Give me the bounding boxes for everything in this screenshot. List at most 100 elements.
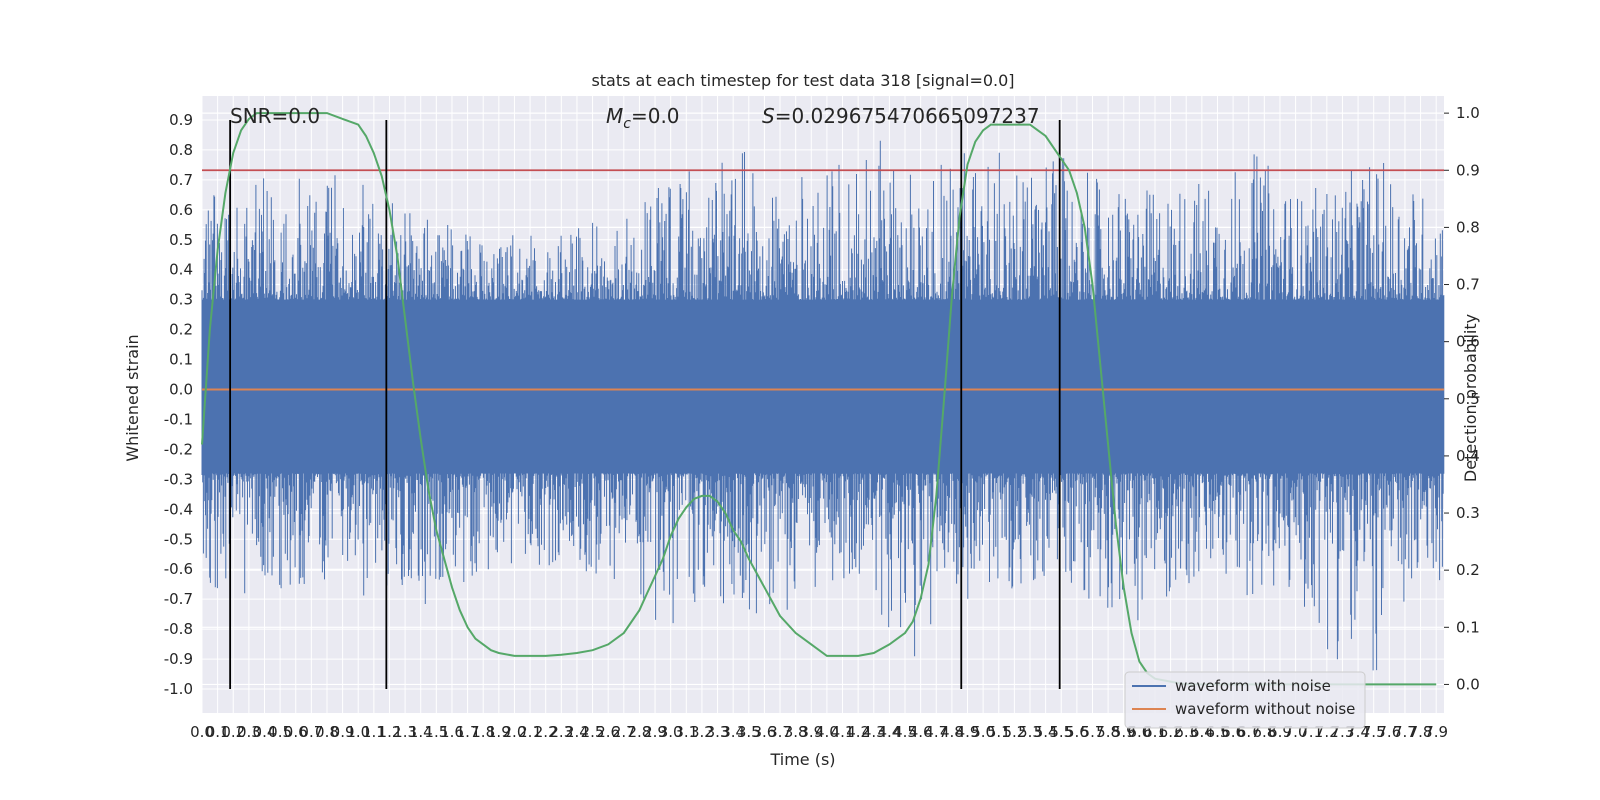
y2-tick-label: 0.6 (1456, 333, 1480, 351)
x-tick-label: 7.7 (1393, 723, 1417, 741)
x-tick-label: 2.6 (596, 723, 620, 741)
x-tick-label: 5.6 (1065, 723, 1089, 741)
y-tick-label: 0.7 (169, 171, 193, 189)
x-tick-label: 2.4 (565, 723, 589, 741)
y2-tick-label: 0.9 (1456, 161, 1480, 179)
x-tick-label: 5.4 (1034, 723, 1058, 741)
x-tick-label: 1.3 (393, 723, 417, 741)
y2-tick-label: 0.4 (1456, 447, 1480, 465)
legend-label-waveform-without-noise: waveform without noise (1175, 700, 1355, 718)
annotation-mc-value: =0.0 (631, 104, 680, 128)
x-tick-label: 0.8 (315, 723, 339, 741)
y2-axis-label: Detection probability (1461, 314, 1480, 482)
y-tick-label: -0.9 (164, 650, 193, 668)
x-tick-label: 2.0 (503, 723, 527, 741)
x-tick-label: 7.9 (1424, 723, 1448, 741)
y-tick-label: 0.4 (169, 261, 193, 279)
x-tick-label: 3.5 (737, 723, 761, 741)
x-tick-label: 3.2 (690, 723, 714, 741)
x-tick-label: 1.7 (456, 723, 480, 741)
x-tick-label: 4.7 (924, 723, 948, 741)
annotation-s-value: =0.029675470665097237 (775, 104, 1040, 128)
annotation-snr: SNR=0.0 (230, 104, 320, 128)
x-tick-label: 3.6 (752, 723, 776, 741)
x-tick-label: 0.2 (221, 723, 245, 741)
legend-box (1124, 671, 1366, 729)
y-tick-label: 0.2 (169, 321, 193, 339)
x-tick-label: 1.5 (424, 723, 448, 741)
y-tick-label: 0.5 (169, 231, 193, 249)
x-tick-label: 4.1 (831, 723, 855, 741)
x-tick-label: 4.0 (815, 723, 839, 741)
x-tick-label: 5.2 (1002, 723, 1026, 741)
y-tick-label: -0.6 (164, 560, 193, 578)
x-tick-label: 1.2 (378, 723, 402, 741)
x-tick-label: 1.0 (346, 723, 370, 741)
x-tick-label: 3.1 (674, 723, 698, 741)
y-tick-label: 0.8 (169, 141, 193, 159)
x-tick-label: 5.7 (1081, 723, 1105, 741)
noise-trace (201, 140, 1445, 671)
annotation-mc-subscript: c (623, 116, 631, 132)
x-tick-label: 4.8 (940, 723, 964, 741)
x-tick-label: 7.5 (1362, 723, 1386, 741)
y-tick-label: -0.2 (164, 440, 193, 458)
x-tick-label: 2.5 (581, 723, 605, 741)
x-tick-label: 4.5 (893, 723, 917, 741)
x-tick-label: 0.9 (331, 723, 355, 741)
x-tick-label: 0.0 (190, 723, 214, 741)
x-tick-label: 3.9 (799, 723, 823, 741)
x-tick-label: 4.4 (877, 723, 901, 741)
x-tick-label: 0.4 (253, 723, 277, 741)
annotation-mc-symbol: M (606, 104, 623, 128)
legend: waveform with noise waveform without noi… (1124, 671, 1366, 729)
y2-tick-label: 0.7 (1456, 276, 1480, 294)
y2-tick-label: 0.0 (1456, 675, 1480, 693)
y2-tick-label: 0.8 (1456, 218, 1480, 236)
y2-tick-label: 0.1 (1456, 618, 1480, 636)
y-tick-label: -0.3 (164, 470, 193, 488)
x-tick-label: 2.9 (643, 723, 667, 741)
x-tick-label: 5.1 (987, 723, 1011, 741)
x-tick-label: 3.0 (659, 723, 683, 741)
y-axis-label: Whitened strain (123, 334, 142, 461)
x-axis-label: Time (s) (769, 750, 835, 769)
y-tick-label: 0.3 (169, 291, 193, 309)
x-tick-label: 1.6 (440, 723, 464, 741)
annotation-s: S=0.029675470665097237 (762, 104, 1040, 128)
x-tick-label: 3.4 (721, 723, 745, 741)
annotation-mc: Mc=0.0 (606, 104, 680, 132)
x-tick-label: 7.8 (1409, 723, 1433, 741)
series-detection-probability (201, 112, 1437, 686)
x-tick-label: 3.3 (706, 723, 730, 741)
y2-tick-label: 0.5 (1456, 390, 1480, 408)
x-tick-label: 1.4 (409, 723, 433, 741)
x-tick-label: 4.6 (909, 723, 933, 741)
x-tick-label: 5.8 (1096, 723, 1120, 741)
annotation-s-symbol: S (762, 104, 775, 128)
y-tick-label: -0.1 (164, 410, 193, 428)
x-tick-label: 5.0 (971, 723, 995, 741)
x-tick-label: 4.2 (846, 723, 870, 741)
chart-title: stats at each timestep for test data 318… (591, 71, 1014, 90)
y-tick-label: -0.8 (164, 620, 193, 638)
x-tick-label: 3.7 (768, 723, 792, 741)
x-tick-label: 0.1 (206, 723, 230, 741)
x-tick-label: 2.7 (612, 723, 636, 741)
y-tick-label: -0.5 (164, 530, 193, 548)
y-tick-label: 0.0 (169, 381, 193, 399)
y2-tick-label: 1.0 (1456, 104, 1480, 122)
y2-tick-label: 0.2 (1456, 561, 1480, 579)
x-tick-label: 2.2 (534, 723, 558, 741)
y-tick-label: 0.1 (169, 351, 193, 369)
x-tick-label: 2.3 (549, 723, 573, 741)
x-tick-label: 2.8 (628, 723, 652, 741)
x-tick-label: 5.3 (1018, 723, 1042, 741)
y-tick-label: -0.4 (164, 500, 193, 518)
x-tick-label: 4.9 (956, 723, 980, 741)
y-tick-label: 0.6 (169, 201, 193, 219)
x-tick-label: 1.8 (471, 723, 495, 741)
x-tick-label: 0.5 (268, 723, 292, 741)
x-tick-label: 0.6 (284, 723, 308, 741)
